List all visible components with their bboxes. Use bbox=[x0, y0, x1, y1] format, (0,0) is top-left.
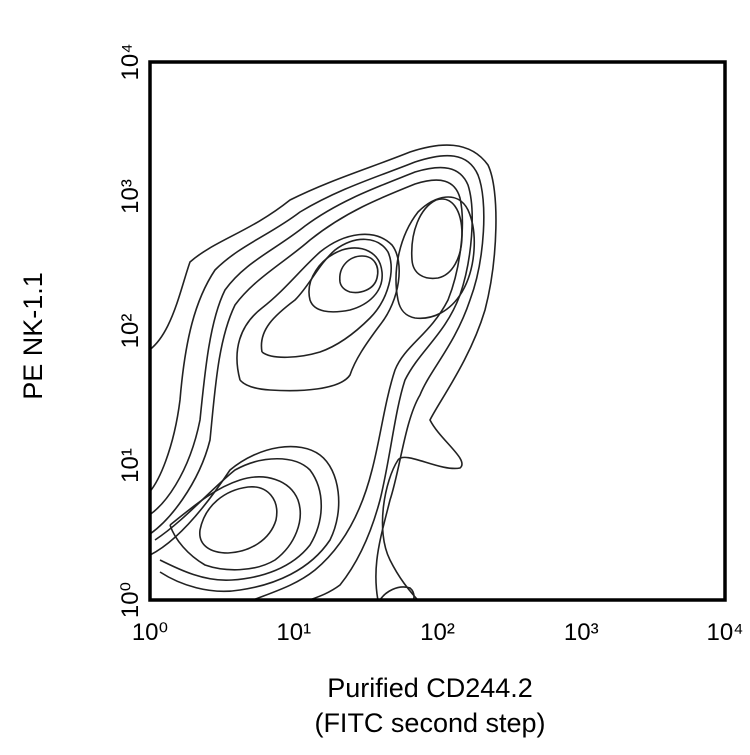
contours bbox=[150, 144, 497, 600]
contour bbox=[150, 144, 497, 600]
contour bbox=[150, 179, 464, 600]
contour bbox=[150, 154, 485, 600]
contour bbox=[339, 255, 379, 294]
x-axis-title: (FITC second step) bbox=[314, 708, 545, 738]
contour bbox=[308, 247, 383, 313]
x-tick-label: 10² bbox=[420, 619, 455, 646]
x-tick-label: 10³ bbox=[564, 619, 599, 646]
y-tick-label: 10³ bbox=[117, 179, 144, 214]
x-tick-label: 10¹ bbox=[276, 619, 311, 646]
y-tick-label: 10¹ bbox=[117, 448, 144, 483]
x-tick-label: 10⁰ bbox=[132, 619, 168, 646]
plot-frame bbox=[148, 60, 727, 602]
contour bbox=[199, 486, 278, 554]
contour bbox=[169, 476, 302, 571]
x-tick-label: 10⁴ bbox=[706, 619, 743, 646]
contour bbox=[150, 166, 473, 600]
contour bbox=[154, 457, 323, 581]
contour bbox=[410, 198, 463, 280]
contour bbox=[260, 238, 392, 359]
contour bbox=[236, 233, 400, 392]
contour bbox=[395, 196, 476, 320]
y-axis-title: PE NK-1.1 bbox=[18, 272, 48, 400]
y-tick-label: 10⁰ bbox=[117, 582, 144, 618]
y-tick-label: 10² bbox=[117, 314, 144, 349]
y-tick-label: 10⁴ bbox=[117, 43, 144, 80]
x-axis-title: Purified CD244.2 bbox=[327, 673, 533, 703]
contour bbox=[379, 586, 415, 600]
